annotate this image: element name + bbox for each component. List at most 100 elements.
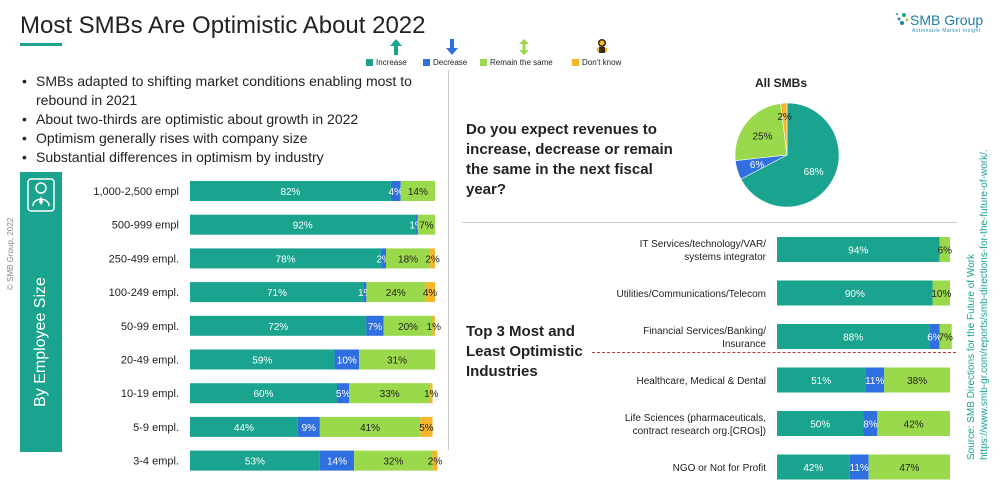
title-underline <box>20 43 62 46</box>
employee-size-data-label: 7% <box>368 322 383 333</box>
employee-size-bar-remain <box>400 181 435 201</box>
employee-size-bar-increase <box>190 315 367 336</box>
employee-size-bar-dontknow <box>425 282 435 303</box>
horizontal-divider <box>462 222 957 223</box>
industry-bar-decrease <box>849 454 869 480</box>
employee-size-data-label: 33% <box>380 389 400 400</box>
legend-swatch-decrease <box>423 59 430 66</box>
legend-item-dontknow: Don't know <box>572 58 621 67</box>
industry-bar-increase <box>777 411 864 436</box>
employee-size-data-label: 18% <box>398 254 418 265</box>
industry-data-label: 38% <box>907 376 927 387</box>
industry-category-label: Financial Services/Banking/Insurance <box>643 326 766 350</box>
confused-figure-icon <box>597 39 607 53</box>
legend-label-decrease: Decrease <box>433 58 468 67</box>
industry-bar-increase <box>777 454 850 480</box>
employee-size-data-label: 20% <box>398 322 418 333</box>
bullet-item: • SMBs adapted to shifting market conditi… <box>22 72 432 110</box>
most-least-divider <box>592 352 956 353</box>
employee-size-bar-remain <box>354 450 433 471</box>
legend-label-remain: Remain the same <box>490 58 553 67</box>
employee-size-data-label: 4% <box>423 288 438 299</box>
industry-data-label: 11% <box>850 463 869 474</box>
industry-data-label: 90% <box>845 289 865 300</box>
pie-data-label: 6% <box>750 160 765 171</box>
employee-size-bar-remain <box>386 248 431 269</box>
up-arrow-icon <box>390 39 402 55</box>
employee-size-data-label: 5% <box>419 423 434 434</box>
bullet-text: About two-thirds are optimistic about gr… <box>36 111 359 127</box>
pie-chart: 68% 6% 25% 2% <box>734 102 840 208</box>
bullet-text: Substantial differences in optimism by i… <box>36 149 324 165</box>
industry-data-label: 7% <box>938 333 953 344</box>
legend-label-dontknow: Don't know <box>582 58 622 67</box>
employee-size-data-label: 10% <box>337 356 357 367</box>
top3-label: Top 3 Most and Least Optimistic Industri… <box>466 323 583 380</box>
industry-category-label: NGO or Not for Profit <box>673 463 767 474</box>
pie-data-label: 2% <box>777 112 792 123</box>
vertical-divider <box>448 70 449 450</box>
industry-bar-increase <box>777 367 866 393</box>
employee-size-bar-decrease <box>415 214 418 235</box>
employee-size-bar-increase <box>190 450 320 471</box>
employee-size-bar-increase <box>190 214 416 235</box>
legend-swatch-remain <box>480 59 487 66</box>
employee-size-bar-decrease <box>366 315 384 336</box>
employee-size-category-label: 10-19 empl. <box>121 388 179 400</box>
employee-size-data-label: 9% <box>302 423 317 434</box>
smb-group-logo <box>896 13 909 25</box>
industry-data-label: 50% <box>810 420 830 431</box>
industry-data-label: 94% <box>848 246 868 257</box>
employee-size-category-label: 100-249 empl. <box>109 287 179 299</box>
employee-size-category-label: 20-49 empl. <box>121 355 179 367</box>
employee-size-data-label: 60% <box>253 389 273 400</box>
industry-bar-remain <box>939 324 952 349</box>
industry-category-label: Healthcare, Medical & Dental <box>636 376 766 387</box>
employee-size-bar-dontknow <box>432 450 438 471</box>
employee-size-bar-decrease <box>381 248 386 269</box>
industry-bar-increase <box>777 324 930 349</box>
page-title: Most SMBs Are Optimistic About 2022 <box>20 12 426 39</box>
bullet-dot-icon: • <box>22 149 27 165</box>
employee-size-data-label: 92% <box>293 221 313 232</box>
employee-size-bar-increase <box>190 282 364 303</box>
legend-label-increase: Increase <box>376 58 407 67</box>
employee-size-data-label: 14% <box>327 457 347 468</box>
employee-size-category-label: 3-4 empl. <box>133 456 179 468</box>
employee-size-bar-remain <box>359 349 435 370</box>
industry-data-label: 11% <box>865 376 884 387</box>
employee-size-bar-increase <box>190 248 382 269</box>
employee-size-data-label: 53% <box>245 457 265 468</box>
industry-data-label: 42% <box>803 463 823 474</box>
employee-size-bar-decrease <box>319 450 355 471</box>
employee-size-data-label: 44% <box>234 423 254 434</box>
bullet-dot-icon: • <box>22 130 27 146</box>
industry-bar-remain <box>939 237 950 262</box>
bullet-text: Optimism generally rises with company si… <box>36 130 308 146</box>
employee-size-data-label: 1% <box>358 288 373 299</box>
employee-size-bar-remain <box>319 416 421 437</box>
legend-item-increase: Increase <box>366 58 407 67</box>
employee-size-bar-decrease <box>297 416 320 437</box>
industry-bar-increase <box>777 237 940 262</box>
industry-bar-remain <box>932 280 950 306</box>
industry-category-label: Utilities/Communications/Telecom <box>617 289 767 300</box>
employee-size-bar-remain <box>349 383 431 404</box>
employee-size-data-label: 14% <box>408 187 428 198</box>
employee-size-data-label: 24% <box>386 288 406 299</box>
legend-swatch-dontknow <box>572 59 579 66</box>
source-container: Source: SMB Directions for the Future of… <box>962 120 992 460</box>
industry-data-label: 10% <box>931 289 951 300</box>
employee-size-data-label: 71% <box>267 288 287 299</box>
industry-bar-decrease <box>863 411 878 436</box>
industry-data-label: 51% <box>811 376 831 387</box>
source-line-1: Source: SMB Directions for the Future of… <box>966 253 977 460</box>
bullet-item: • Optimism generally rises with company s… <box>22 129 432 148</box>
employee-size-bar-increase <box>190 349 335 370</box>
pie-data-label: 25% <box>753 132 773 143</box>
employee-size-category-label: 1,000-2,500 empl <box>93 186 179 198</box>
legend-item-decrease: Decrease <box>423 58 467 67</box>
logo-subtitle: Actionable Market Insight <box>912 28 981 34</box>
person-icon <box>27 178 55 212</box>
employee-size-category-label: 500-999 empl <box>112 220 179 232</box>
